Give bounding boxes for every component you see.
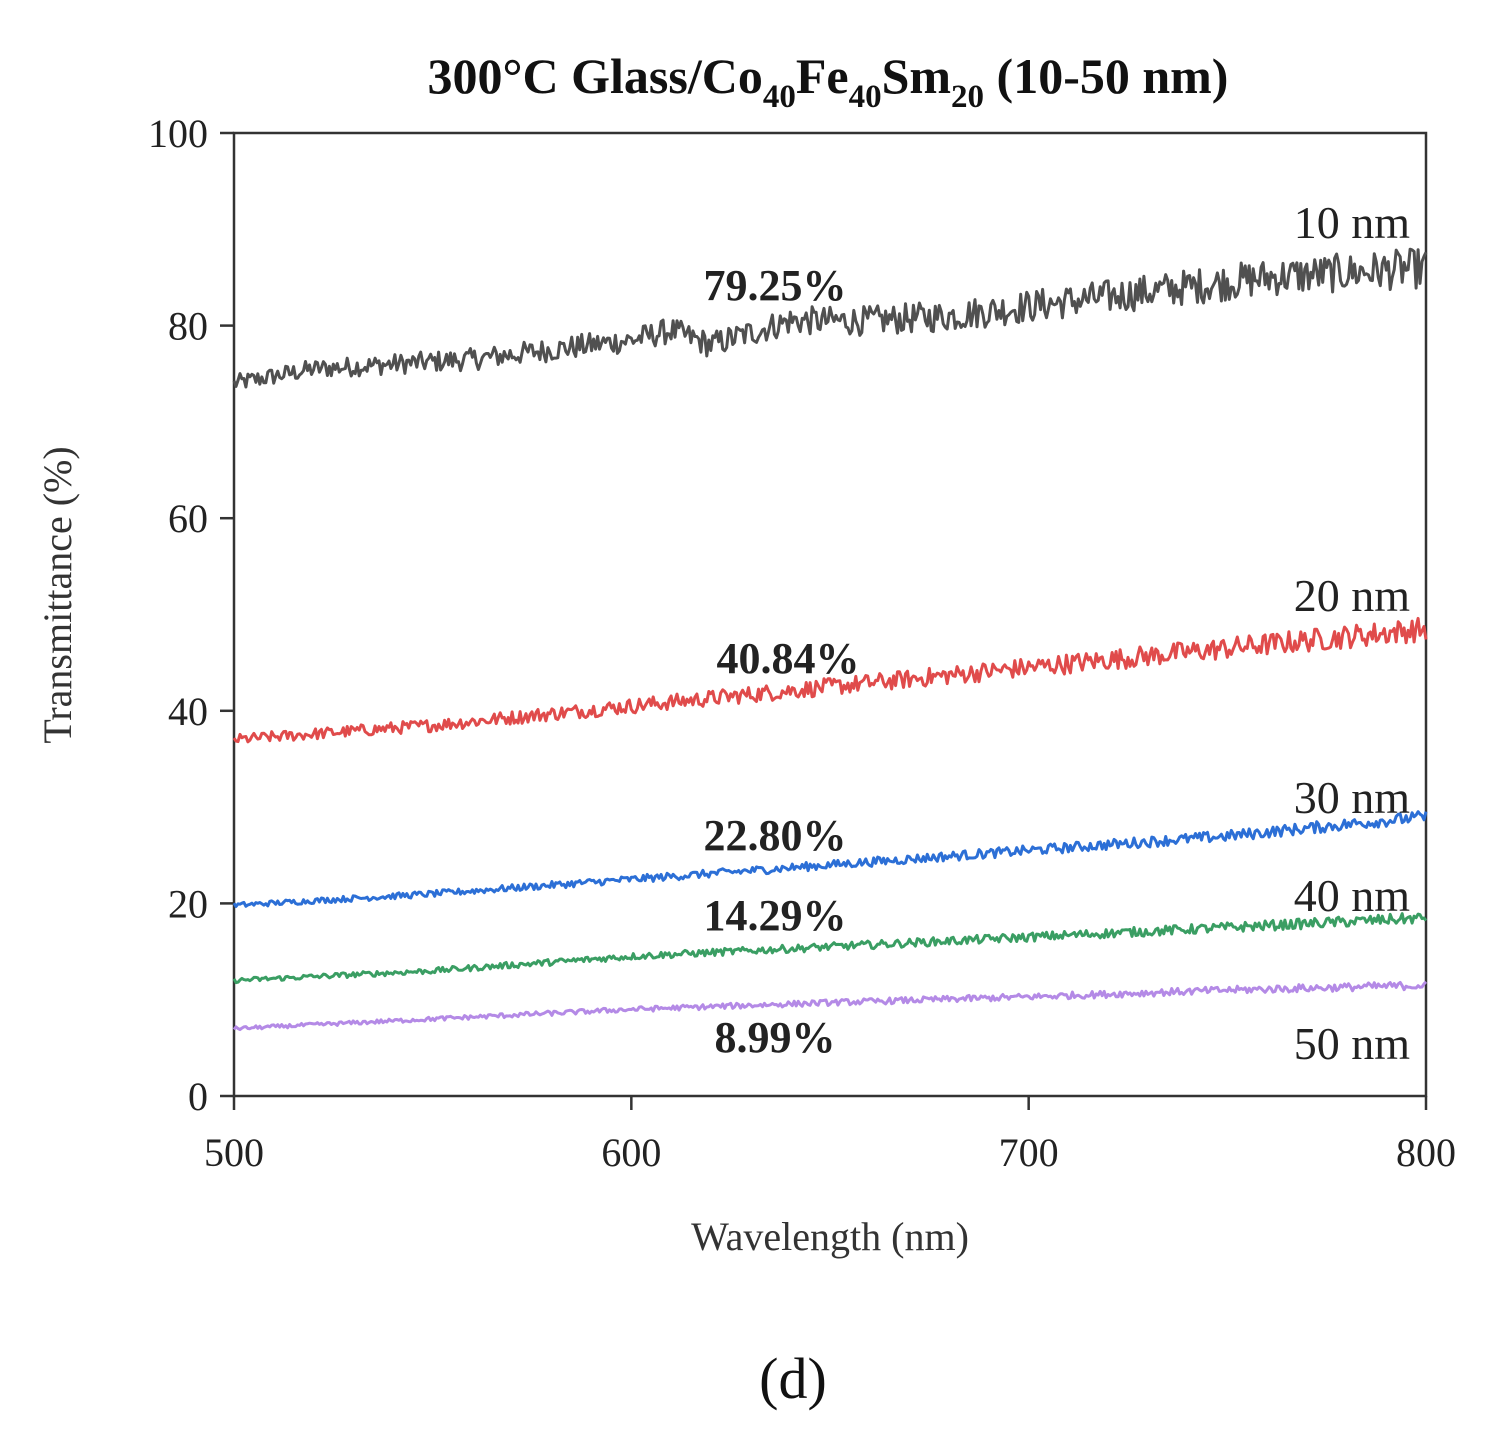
x-axis: 500 600 700 800 bbox=[204, 1096, 1456, 1175]
title-sub-co: 40 bbox=[763, 79, 796, 115]
series-name-label: 40 nm bbox=[1294, 870, 1411, 921]
series-name-label: 10 nm bbox=[1294, 197, 1411, 248]
x-tick-label: 600 bbox=[601, 1130, 661, 1175]
series-line-40-nm bbox=[232, 912, 1428, 985]
series-labels: 10 nm 20 nm 30 nm 40 nm 50 nm bbox=[1294, 197, 1411, 1069]
x-tick-label: 500 bbox=[204, 1130, 264, 1175]
chart-title: 300°C Glass/Co40Fe40Sm20 (10-50 nm) bbox=[428, 48, 1229, 115]
average-transmittance-label: 40.84% bbox=[717, 634, 860, 683]
series-name-label: 50 nm bbox=[1294, 1018, 1411, 1069]
average-labels: 79.25% 40.84% 22.80% 14.29% 8.99% bbox=[704, 261, 860, 1062]
y-axis: 0 20 40 60 80 100 bbox=[148, 111, 234, 1119]
plot-frame bbox=[232, 131, 1428, 1098]
series-line-50-nm bbox=[232, 980, 1428, 1032]
title-sm: Sm bbox=[882, 48, 951, 104]
y-tick-label: 80 bbox=[168, 304, 208, 349]
average-transmittance-label: 22.80% bbox=[704, 811, 847, 860]
y-tick-label: 40 bbox=[168, 689, 208, 734]
title-sub-sm: 20 bbox=[951, 79, 984, 115]
x-tick-label: 800 bbox=[1396, 1130, 1456, 1175]
series-lines bbox=[232, 247, 1428, 1032]
title-prefix: 300°C Glass/Co bbox=[428, 48, 763, 104]
x-axis-title: Wavelength (nm) bbox=[691, 1214, 969, 1259]
series-line-20-nm bbox=[232, 616, 1428, 744]
y-tick-label: 100 bbox=[148, 111, 208, 156]
title-sub-fe: 40 bbox=[849, 79, 882, 115]
average-transmittance-label: 14.29% bbox=[704, 891, 847, 940]
average-transmittance-label: 79.25% bbox=[704, 261, 847, 310]
y-tick-label: 0 bbox=[188, 1074, 208, 1119]
y-tick-label: 60 bbox=[168, 496, 208, 541]
y-axis-title: Transmittance (%) bbox=[35, 446, 80, 743]
average-transmittance-label: 8.99% bbox=[715, 1013, 836, 1062]
y-tick-label: 20 bbox=[168, 881, 208, 926]
figure-caption: (d) bbox=[759, 1346, 827, 1411]
series-name-label: 20 nm bbox=[1294, 570, 1411, 621]
series-name-label: 30 nm bbox=[1294, 772, 1411, 823]
title-suffix: (10-50 nm) bbox=[984, 48, 1228, 104]
series-line-30-nm bbox=[232, 810, 1428, 908]
x-tick-label: 700 bbox=[999, 1130, 1059, 1175]
title-fe: Fe bbox=[796, 48, 849, 104]
series-line-10-nm bbox=[232, 247, 1428, 389]
